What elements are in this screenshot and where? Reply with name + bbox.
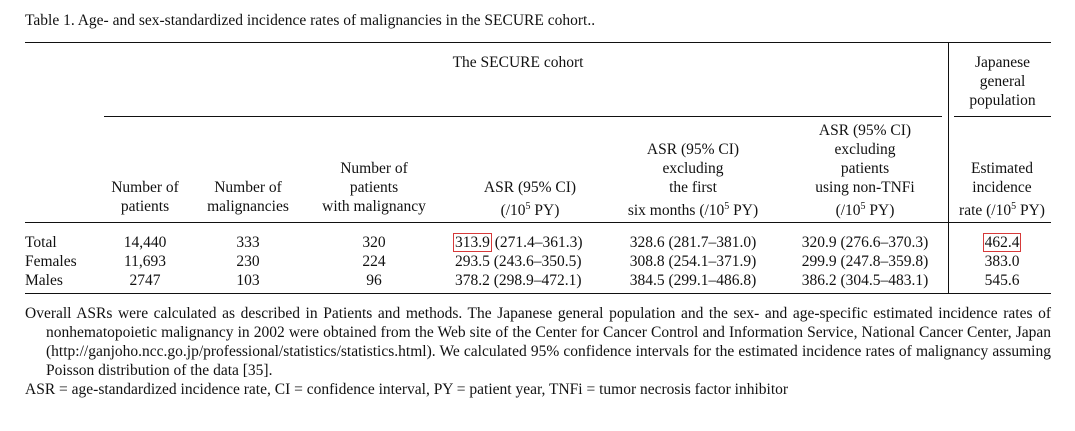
cell-patients: 14,440 <box>123 234 167 251</box>
footnote-abbreviations: ASR = age-standardized incidence rate, C… <box>25 381 789 398</box>
cell-excl-first: 308.8 (254.1–371.9) <box>629 253 757 270</box>
japan-header-line: population <box>969 92 1036 109</box>
cell-with-malignancy: 96 <box>366 272 382 289</box>
col-header-number-of-patients: Number of patients <box>111 179 179 215</box>
col-header-estimated-incidence-rate: Estimated incidence rate (/105 PY) <box>959 160 1045 220</box>
cell-malignancies: 333 <box>236 234 260 251</box>
cell-estimated: 383.0 <box>984 253 1020 270</box>
japan-population-header: Japanese general population <box>954 53 1051 110</box>
row-label: Total <box>25 234 57 251</box>
column-divider <box>948 42 950 294</box>
cell-excl-first: 328.6 (281.7–381.0) <box>629 234 757 251</box>
cell-asr: 293.5 (243.6–350.5) <box>455 253 582 270</box>
cell-asr: 378.2 (298.9–472.1) <box>455 272 582 289</box>
col-header-asr-excluding-non-tnfi: ASR (95% CI) excluding patients using no… <box>815 122 915 220</box>
cell-excl-nontnfi: 320.9 (276.6–370.3) <box>801 234 929 251</box>
cell-excl-first: 384.5 (299.1–486.8) <box>629 272 757 289</box>
table-bottom-rule <box>25 293 1051 295</box>
cell-excl-nontnfi: 386.2 (304.5–483.1) <box>801 272 929 289</box>
table-caption: Table 1. Age- and sex-standardized incid… <box>25 12 596 29</box>
highlighted-estimated-value: 462.4 <box>982 233 1022 252</box>
col-header-patients-with-malignancy: Number of patients with malignancy <box>322 160 426 215</box>
secure-group-rule <box>104 116 942 118</box>
row-label: Females <box>25 253 77 270</box>
col-header-asr: ASR (95% CI) (/105 PY) <box>483 179 577 220</box>
col-header-asr-excluding-first-six-months: ASR (95% CI) excluding the first six mon… <box>627 141 759 220</box>
cell-malignancies: 230 <box>236 253 260 270</box>
cell-patients: 11,693 <box>123 253 167 270</box>
top-rule <box>25 42 1051 44</box>
cell-estimated: 545.6 <box>984 272 1020 289</box>
japan-group-rule <box>954 116 1051 118</box>
cell-with-malignancy: 320 <box>362 234 386 251</box>
col-header-number-of-malignancies: Number of malignancies <box>207 179 289 215</box>
header-bottom-rule <box>25 222 1051 224</box>
cell-asr: 313.9 (271.4–361.3) <box>453 233 583 252</box>
cell-malignancies: 103 <box>236 272 260 289</box>
japan-header-line: Japanese <box>974 54 1031 71</box>
highlighted-asr-value: 313.9 <box>453 233 492 252</box>
cell-patients: 2747 <box>129 272 161 289</box>
japan-header-line: general <box>979 73 1026 90</box>
cell-with-malignancy: 224 <box>362 253 386 270</box>
footnote-methods: Overall ASRs were calculated as describe… <box>25 305 1051 379</box>
table-footnotes: Overall ASRs were calculated as describe… <box>25 304 1051 399</box>
secure-cohort-header: The SECURE cohort <box>452 54 584 71</box>
row-label: Males <box>25 272 63 289</box>
cell-excl-nontnfi: 299.9 (247.8–359.8) <box>801 253 929 270</box>
cell-estimated: 462.4 <box>948 233 1056 252</box>
